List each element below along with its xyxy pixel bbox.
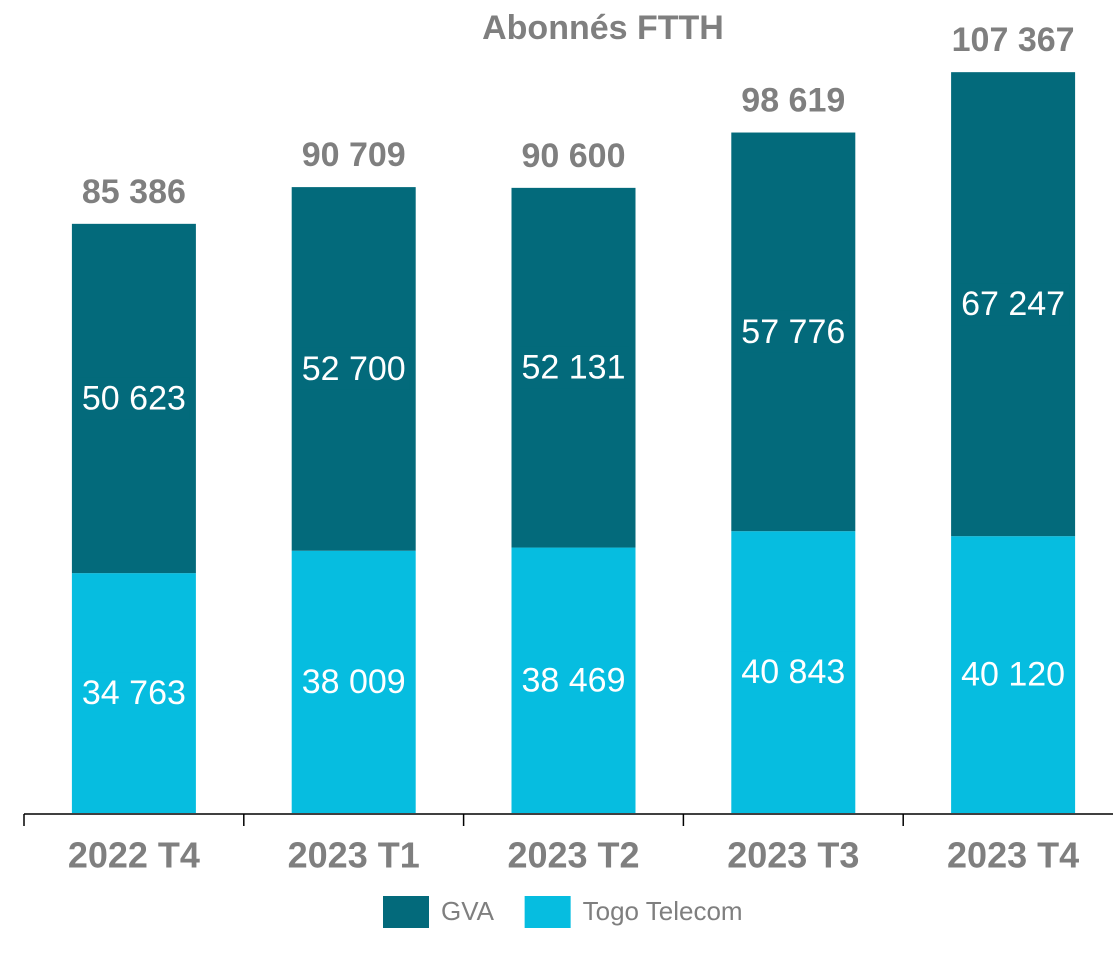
x-tick-label: 2023 T1 <box>288 835 420 876</box>
label-bg <box>737 310 850 353</box>
total-label: 90 709 <box>302 136 406 174</box>
label-bg <box>517 346 630 389</box>
legend-swatch <box>524 896 571 928</box>
label-bg <box>77 377 190 420</box>
x-tick-label: 2022 T4 <box>68 835 200 876</box>
label-bg <box>517 659 630 702</box>
x-tick-label: 2023 T4 <box>947 835 1079 876</box>
data-label: 57 776 <box>741 313 845 351</box>
label-bg <box>297 347 410 390</box>
data-label: 40 120 <box>961 656 1065 694</box>
total-label: 85 386 <box>82 173 186 211</box>
data-label: 40 843 <box>741 653 845 691</box>
data-label: 50 623 <box>82 379 186 417</box>
label-bg <box>957 653 1070 696</box>
data-label: 52 131 <box>522 349 626 387</box>
data-label: 38 469 <box>522 661 626 699</box>
legend-swatch <box>383 896 429 928</box>
label-bg <box>77 672 190 715</box>
x-tick-label: 2023 T2 <box>507 835 639 876</box>
data-label: 52 700 <box>302 350 406 388</box>
label-bg <box>297 660 410 703</box>
chart-title: Abonnés FTTH <box>482 9 724 47</box>
legend-label: GVA <box>441 896 495 926</box>
x-tick-label: 2023 T3 <box>727 835 859 876</box>
label-bg <box>737 651 850 694</box>
total-label: 98 619 <box>741 82 845 120</box>
data-label: 67 247 <box>961 285 1065 323</box>
total-label: 90 600 <box>522 137 626 175</box>
data-label: 34 763 <box>82 674 186 712</box>
total-label: 107 367 <box>952 21 1075 59</box>
data-label: 38 009 <box>302 663 406 701</box>
label-bg <box>957 283 1070 326</box>
legend-label: Togo Telecom <box>583 896 743 926</box>
